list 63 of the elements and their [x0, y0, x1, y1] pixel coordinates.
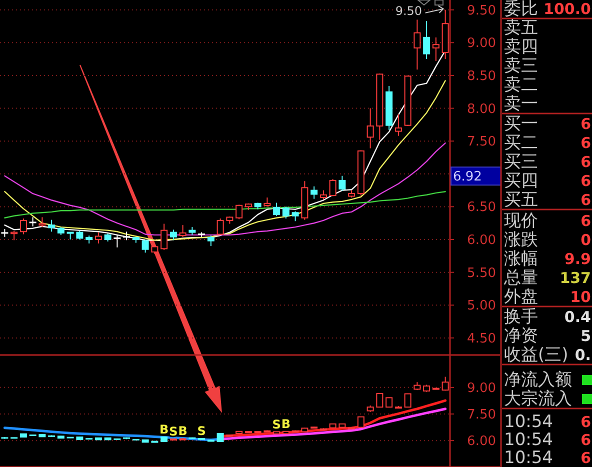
y-tick-label: 8.00 — [467, 102, 496, 117]
category-label: 卖五 — [504, 18, 538, 38]
category-label: 净流入额 — [504, 370, 572, 390]
category-label: 大宗流入 — [504, 389, 572, 409]
y-tick-label: 9.00 — [467, 380, 496, 396]
text: 6 — [580, 449, 591, 467]
text: S — [197, 424, 206, 438]
text: B — [159, 422, 169, 437]
category-label: 卖二 — [504, 75, 538, 95]
category-label: 涨跌 — [504, 230, 538, 250]
text: 6 — [580, 115, 591, 133]
text: 9.9 — [564, 250, 591, 268]
y-tick-label: 6.00 — [467, 233, 496, 248]
category-label: 收益(三) — [504, 345, 568, 365]
category-label: 换手 — [504, 307, 538, 327]
text: 137 — [560, 269, 591, 287]
y-tick-label: 5.00 — [467, 298, 496, 314]
y-tick-label: 9.00 — [467, 36, 496, 52]
y-tick-label: 4.50 — [467, 331, 496, 346]
text: B — [178, 424, 188, 438]
y-tick-label: 8.50 — [467, 68, 496, 84]
category-label: 卖四 — [504, 37, 538, 57]
text: 10 — [570, 288, 591, 306]
y-tick-label: 5.50 — [467, 266, 496, 281]
y-tick-label: 6.00 — [467, 434, 496, 450]
category-label: 卖一 — [504, 94, 538, 114]
category-label: 外盘 — [504, 287, 538, 307]
category-label: 委比 — [504, 0, 538, 19]
category-label: 涨幅 — [504, 249, 538, 269]
y-tick-label: 9.50 — [467, 3, 496, 18]
text: 0. — [574, 346, 591, 364]
text: 0.4 — [564, 308, 591, 326]
text: 6 — [580, 212, 591, 230]
y-tick-label: 6.50 — [467, 200, 496, 216]
text: 100.0 — [544, 0, 591, 18]
category-label: 现价 — [504, 211, 538, 231]
text: 6 — [580, 431, 591, 449]
text: B — [281, 417, 291, 432]
axis-price-marker: 6.92 — [450, 166, 502, 186]
text: 9.50 — [395, 4, 422, 18]
text: 5 — [580, 327, 591, 345]
text: 6 — [580, 134, 591, 152]
y-tick-label: 7.50 — [467, 134, 496, 150]
text: S — [169, 424, 178, 438]
text: 6 — [580, 172, 591, 190]
category-label: 总量 — [503, 268, 538, 288]
axis-y: 6.00 7.50 9.00 — [449, 355, 496, 467]
text: 0 — [580, 231, 591, 249]
category-label: 净资 — [504, 326, 538, 346]
category-label: 买三 — [504, 152, 538, 172]
text: S — [272, 418, 281, 432]
category-label: 10:54 — [504, 412, 553, 432]
category-label: 买五 — [504, 190, 538, 210]
category-label: 买四 — [504, 171, 538, 191]
category-label: 10:54 — [504, 448, 553, 467]
category-label: 卖三 — [504, 56, 538, 76]
text: 6 — [580, 153, 591, 171]
category-label: 买二 — [504, 133, 538, 153]
category-label: 10:54 — [504, 430, 553, 450]
category-label: 买一 — [504, 114, 538, 134]
y-tick-label: 7.50 — [467, 408, 496, 423]
text: 6 — [580, 413, 591, 431]
text: 6 — [580, 191, 591, 209]
